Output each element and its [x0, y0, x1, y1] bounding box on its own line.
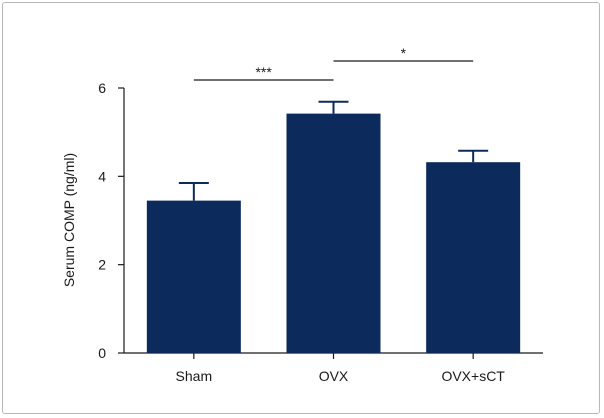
bar-sham	[146, 200, 241, 353]
y-axis-label: Serum COMP (ng/ml)	[61, 153, 77, 287]
y-tick-label: 2	[98, 257, 106, 273]
x-tick-label: OVX	[319, 368, 349, 384]
significance-label: ***	[255, 64, 272, 80]
y-tick-label: 6	[98, 80, 106, 96]
bar-ovx-sct	[426, 162, 521, 353]
y-tick-label: 4	[98, 168, 106, 184]
y-tick-label: 0	[98, 345, 106, 361]
significance-label: *	[401, 45, 407, 61]
bar-ovx	[286, 113, 381, 353]
x-tick-label: OVX+sCT	[441, 368, 505, 384]
x-tick-label: Sham	[176, 368, 213, 384]
